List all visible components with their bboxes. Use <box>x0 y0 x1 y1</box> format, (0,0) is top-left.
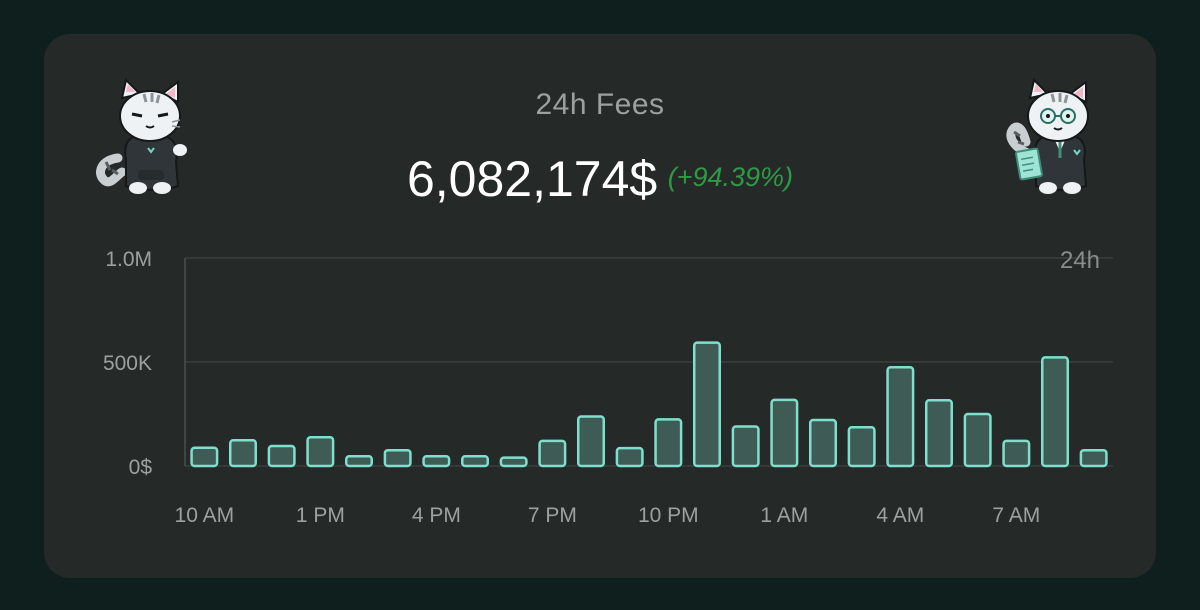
total-change-percent: (+94.39%) <box>667 161 794 192</box>
period-label: 24h <box>1060 247 1100 274</box>
bar-6-am <box>963 412 992 468</box>
y-axis-ticks: 0$ 500K 1.0M <box>103 248 152 479</box>
bar-3-pm <box>383 448 412 468</box>
bars <box>190 341 1108 468</box>
bar-3-am <box>847 426 876 468</box>
cat-mascot-glasses-icon <box>1006 78 1089 194</box>
x-tick-label: 1 PM <box>296 504 345 527</box>
bar-5-am <box>924 399 954 468</box>
bar-2-pm <box>344 454 374 468</box>
y-tick-label: 0$ <box>129 456 153 479</box>
bar-7-am <box>1002 439 1031 468</box>
bar-5-pm <box>460 454 490 468</box>
chart-title: 24h Fees <box>535 88 665 121</box>
bar-12-pm <box>267 444 296 468</box>
gridlines <box>185 257 1113 467</box>
bar-9-pm <box>615 446 644 468</box>
fees-bar-chart: 0$ 500K 1.0M 10 AM 1 PM 4 PM 7 PM 10 PM 1 AM 4 A… <box>103 247 1113 527</box>
bar-11-am <box>228 438 258 468</box>
x-tick-label: 7 PM <box>528 504 577 527</box>
y-tick-label: 1.0M <box>105 248 152 271</box>
x-tick-label: 10 AM <box>175 504 235 527</box>
bar-6-pm <box>499 456 528 468</box>
total-fees-value: 6,082,174$ <box>406 151 658 207</box>
x-tick-label: 7 AM <box>992 504 1040 527</box>
bar-1-am <box>770 398 799 468</box>
fees-card: 24h Fees 6,082,174$ (+94.39%) 0$ 500K 1.0M… <box>44 34 1156 578</box>
x-tick-label: 4 AM <box>876 504 924 527</box>
x-tick-label: 10 PM <box>638 504 699 527</box>
bar-12-am <box>731 425 760 468</box>
x-tick-label: 1 AM <box>760 504 808 527</box>
bar-10-pm <box>654 418 683 468</box>
bar-1-pm <box>306 436 335 468</box>
bar-2-am <box>808 418 838 468</box>
bar-10-am <box>190 446 219 468</box>
bar-7-pm <box>538 439 567 468</box>
x-axis-ticks: 10 AM 1 PM 4 PM 7 PM 10 PM 1 AM 4 AM 7 AM <box>175 504 1041 527</box>
bar-4-am <box>886 365 915 468</box>
y-tick-label: 500K <box>103 352 152 375</box>
bar-11-pm <box>692 341 722 468</box>
x-tick-label: 4 PM <box>412 504 461 527</box>
bar-9-am <box>1079 448 1108 468</box>
bar-8-am <box>1040 356 1070 468</box>
bar-8-pm <box>576 415 606 468</box>
total-row: 6,082,174$ (+94.39%) <box>44 150 1156 208</box>
cat-mascot-hoodie-icon <box>96 78 187 194</box>
bar-4-pm <box>422 454 451 468</box>
